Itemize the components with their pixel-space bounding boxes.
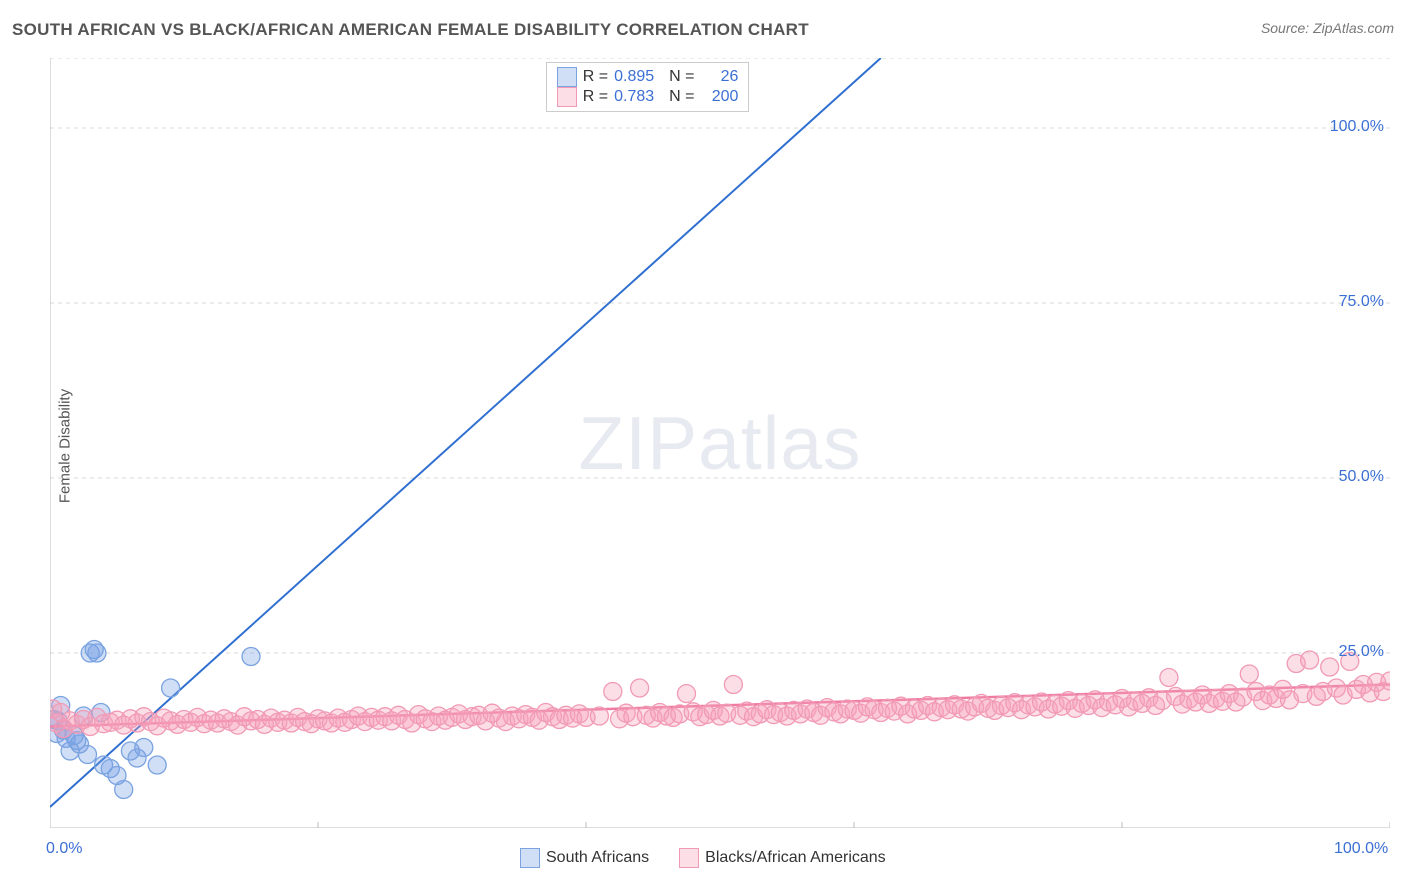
- legend-swatch: [557, 67, 577, 87]
- axis-tick-label: 100.0%: [1330, 118, 1384, 136]
- stat-r-value: 0.895: [614, 68, 654, 86]
- stat-r-label: R =: [583, 88, 608, 106]
- axis-tick-label: 50.0%: [1339, 468, 1384, 486]
- chart-plot-area: ZIPatlas 25.0%50.0%75.0%100.0%0.0%100.0%…: [50, 58, 1390, 828]
- stat-r-value: 0.783: [614, 88, 654, 106]
- series-label: South Africans: [546, 849, 649, 867]
- axis-tick-label: 25.0%: [1339, 643, 1384, 661]
- source-attribution: Source: ZipAtlas.com: [1261, 20, 1394, 36]
- stat-n-label: N =: [660, 88, 694, 106]
- legend-swatch: [520, 848, 540, 868]
- axis-tick-label: 100.0%: [1334, 840, 1388, 858]
- stat-n-value: 26: [700, 68, 738, 86]
- stats-legend: R = 0.895 N = 26R = 0.783 N = 200: [546, 62, 750, 112]
- series-label: Blacks/African Americans: [705, 849, 886, 867]
- stat-n-label: N =: [660, 68, 694, 86]
- stat-r-label: R =: [583, 68, 608, 86]
- series-legend-item: Blacks/African Americans: [679, 848, 886, 868]
- series-legend: South Africans Blacks/African Americans: [520, 848, 886, 868]
- legend-swatch: [557, 87, 577, 107]
- legend-swatch: [679, 848, 699, 868]
- axis-tick-label: 75.0%: [1339, 293, 1384, 311]
- stats-legend-row: R = 0.783 N = 200: [557, 87, 739, 107]
- axis-tick-label: 0.0%: [46, 840, 82, 858]
- stats-legend-row: R = 0.895 N = 26: [557, 67, 739, 87]
- chart-title: SOUTH AFRICAN VS BLACK/AFRICAN AMERICAN …: [12, 20, 809, 40]
- scatter-chart: [50, 58, 1390, 828]
- stat-n-value: 200: [700, 88, 738, 106]
- series-legend-item: South Africans: [520, 848, 649, 868]
